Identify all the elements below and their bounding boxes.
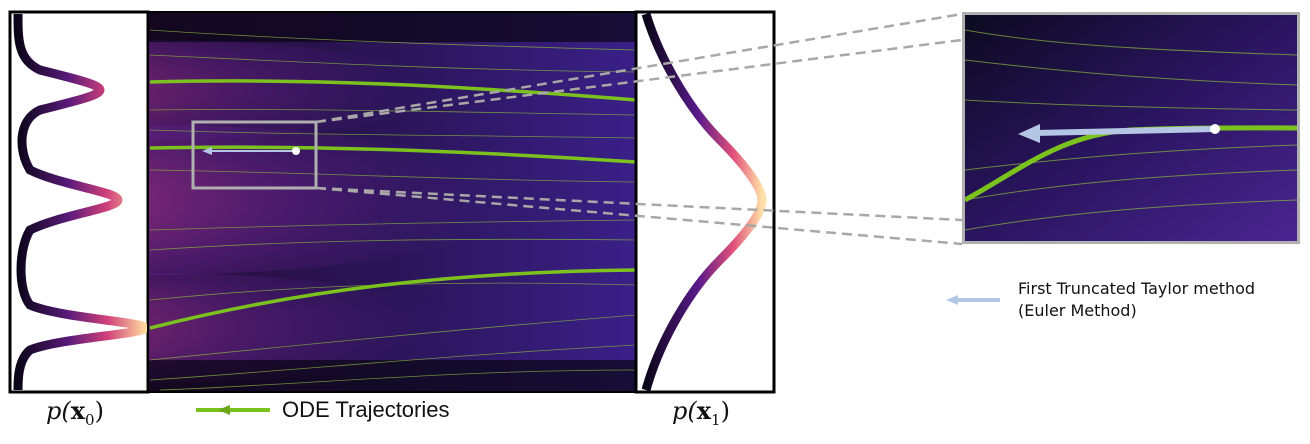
p-x0-label: p(x0) [46, 396, 104, 429]
euler-legend-line2: (Euler Method) [1018, 301, 1137, 320]
euler-legend-icon [946, 295, 1000, 305]
p-x0-density-curve [13, 13, 150, 391]
ode-legend-icon [196, 405, 270, 415]
inset-euler-arrow [1034, 126, 1216, 136]
p-x1-density-curve [641, 12, 767, 392]
zoom-inset [962, 12, 1300, 244]
ode-legend-label: ODE Trajectories [282, 397, 450, 422]
flow-field-panel [148, 12, 636, 392]
zoom-connectors [315, 12, 963, 246]
p-x1-panel [634, 10, 776, 394]
p-x1-label: p(x1) [672, 396, 730, 429]
euler-legend-line1: First Truncated Taylor method [1018, 279, 1256, 298]
ode-trajectories [149, 79, 636, 330]
p-x0-panel [8, 10, 150, 394]
zoom-region-box [191, 120, 318, 190]
